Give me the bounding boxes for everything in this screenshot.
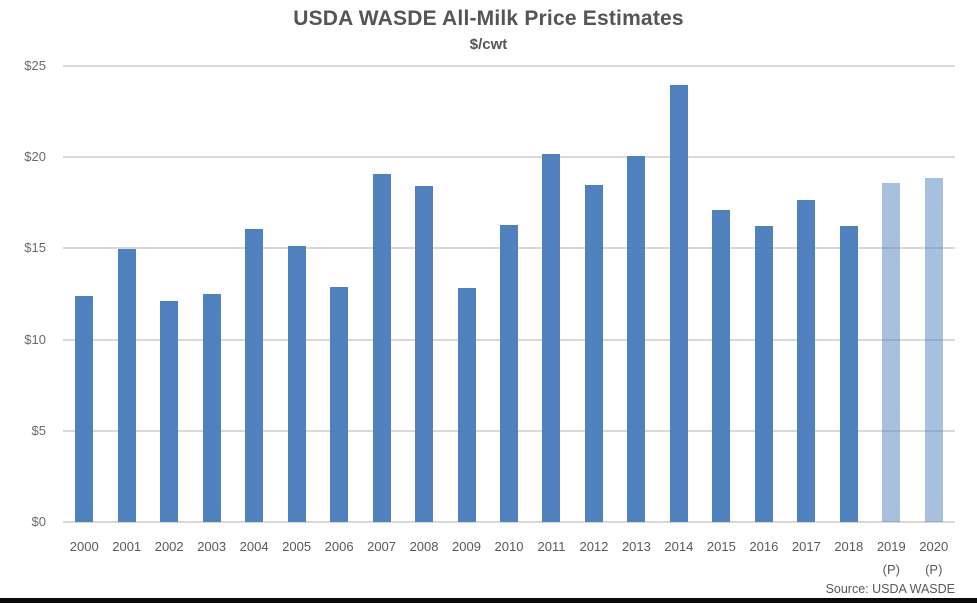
bar-2013 bbox=[627, 156, 646, 522]
y-axis-tick-label: $10 bbox=[24, 331, 46, 347]
x-axis-label-2001: 2001 bbox=[112, 539, 142, 554]
x-axis-label-2014: 2014 bbox=[664, 539, 694, 554]
bar-2011 bbox=[542, 154, 561, 522]
bar-2007 bbox=[372, 173, 391, 522]
y-axis-tick-label: $15 bbox=[24, 240, 46, 256]
bar-2000 bbox=[75, 295, 94, 522]
x-axis-label-2006: 2006 bbox=[324, 539, 354, 554]
bar-2014 bbox=[669, 85, 688, 522]
bar-2018 bbox=[839, 225, 858, 522]
y-axis-tick-label: $5 bbox=[31, 422, 46, 438]
bar-2012 bbox=[584, 184, 603, 522]
gridline-25 bbox=[63, 65, 955, 67]
x-axis-label-2000: 2000 bbox=[69, 539, 99, 554]
bar-2010 bbox=[500, 224, 518, 522]
projected-marker-2020: (P) bbox=[925, 562, 943, 577]
x-axis-label-2012: 2012 bbox=[579, 539, 609, 554]
y-axis-tick-label: $0 bbox=[31, 514, 46, 529]
x-axis-label-2002: 2002 bbox=[154, 539, 184, 554]
gridline-20 bbox=[63, 156, 955, 159]
y-axis-tick-label: $25 bbox=[24, 58, 46, 73]
x-axis-label-2016: 2016 bbox=[749, 539, 779, 554]
chart-title: USDA WASDE All-Milk Price Estimates bbox=[293, 7, 684, 30]
bar-2002 bbox=[160, 301, 179, 522]
bar-2020 bbox=[924, 178, 943, 522]
x-axis-label-2011: 2011 bbox=[537, 539, 566, 554]
bar-2001 bbox=[117, 249, 136, 522]
gridline-0 bbox=[63, 521, 955, 523]
x-axis-label-2007: 2007 bbox=[367, 539, 397, 554]
bar-2009 bbox=[457, 287, 476, 522]
y-axis-tick-label: $20 bbox=[24, 149, 46, 165]
bar-2003 bbox=[202, 294, 221, 522]
x-axis-label-2013: 2013 bbox=[621, 539, 651, 554]
x-axis-label-2010: 2010 bbox=[494, 539, 524, 554]
x-axis-label-2020: 2020 bbox=[919, 539, 949, 554]
x-axis-label-2008: 2008 bbox=[409, 539, 439, 554]
bar-2017 bbox=[797, 200, 816, 522]
x-axis-label-2009: 2009 bbox=[452, 539, 481, 554]
bar-2015 bbox=[712, 210, 731, 522]
x-axis-label-2003: 2003 bbox=[197, 539, 227, 554]
source-note: Source: USDA WASDE bbox=[825, 582, 955, 596]
chart-subtitle: $/cwt bbox=[469, 36, 508, 53]
x-axis-label-2004: 2004 bbox=[239, 539, 269, 554]
x-axis-label-2015: 2015 bbox=[706, 539, 736, 554]
bar-2016 bbox=[754, 225, 773, 522]
projected-marker-2019: (P) bbox=[882, 562, 900, 577]
bar-2008 bbox=[415, 186, 434, 522]
x-axis-label-2005: 2005 bbox=[282, 539, 312, 554]
bar-2005 bbox=[287, 245, 306, 522]
x-axis-label-2018: 2018 bbox=[834, 539, 864, 554]
bar-2006 bbox=[330, 286, 349, 522]
x-axis-label-2019: 2019 bbox=[876, 539, 906, 554]
bar-2019 bbox=[882, 182, 901, 522]
bar-2004 bbox=[245, 229, 264, 522]
bottom-edge-bar bbox=[0, 598, 977, 603]
x-axis-label-2017: 2017 bbox=[791, 539, 821, 554]
